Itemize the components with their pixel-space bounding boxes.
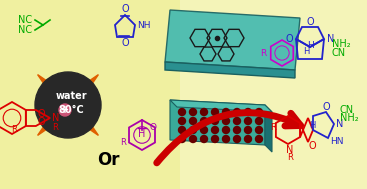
Text: R: R: [287, 153, 293, 163]
Circle shape: [189, 118, 196, 125]
Circle shape: [200, 126, 207, 133]
Circle shape: [233, 108, 240, 115]
Circle shape: [233, 118, 240, 125]
Text: H: H: [309, 122, 315, 130]
Circle shape: [189, 126, 196, 133]
Circle shape: [189, 108, 196, 115]
Text: O: O: [306, 17, 314, 27]
Text: O: O: [308, 141, 316, 151]
Circle shape: [211, 118, 218, 125]
Polygon shape: [165, 10, 300, 70]
Text: CN: CN: [332, 48, 346, 58]
Circle shape: [222, 126, 229, 133]
Text: NC: NC: [18, 25, 32, 35]
Text: NH₂: NH₂: [332, 39, 350, 49]
Circle shape: [255, 108, 262, 115]
Text: water: water: [55, 91, 87, 101]
Polygon shape: [37, 75, 74, 111]
Text: R: R: [260, 49, 266, 57]
Polygon shape: [265, 105, 272, 152]
Text: NH₂: NH₂: [340, 113, 359, 123]
Text: N: N: [336, 119, 344, 129]
Polygon shape: [62, 75, 98, 111]
Text: O: O: [38, 109, 46, 119]
Circle shape: [255, 136, 262, 143]
Circle shape: [211, 126, 218, 133]
Text: +: +: [61, 105, 69, 115]
Circle shape: [200, 136, 207, 143]
Text: R: R: [120, 138, 126, 147]
Text: O: O: [150, 123, 157, 132]
Text: O: O: [286, 34, 293, 44]
Circle shape: [244, 108, 251, 115]
Circle shape: [222, 136, 229, 143]
Circle shape: [244, 118, 251, 125]
Circle shape: [200, 118, 207, 125]
Polygon shape: [62, 99, 98, 135]
Circle shape: [178, 108, 185, 115]
Circle shape: [35, 72, 101, 138]
Circle shape: [244, 136, 251, 143]
Text: CN: CN: [340, 105, 354, 115]
Polygon shape: [165, 62, 295, 78]
Polygon shape: [170, 100, 272, 112]
Circle shape: [178, 126, 185, 133]
Text: N: N: [286, 145, 294, 155]
Text: O: O: [322, 102, 330, 112]
Circle shape: [255, 126, 262, 133]
Text: R: R: [52, 122, 58, 132]
Text: Or: Or: [97, 151, 119, 169]
Text: NC: NC: [18, 15, 32, 25]
Circle shape: [178, 136, 185, 143]
Text: H: H: [306, 40, 313, 50]
Text: R: R: [270, 123, 276, 132]
Text: N: N: [327, 34, 334, 44]
Text: H: H: [303, 47, 309, 57]
Circle shape: [222, 118, 229, 125]
Circle shape: [211, 108, 218, 115]
Circle shape: [200, 108, 207, 115]
FancyArrowPatch shape: [157, 113, 301, 163]
Polygon shape: [170, 100, 265, 145]
Circle shape: [233, 136, 240, 143]
Circle shape: [244, 126, 251, 133]
Circle shape: [178, 118, 185, 125]
Circle shape: [255, 118, 262, 125]
Circle shape: [59, 104, 71, 116]
Text: O: O: [121, 4, 129, 14]
Polygon shape: [37, 99, 74, 135]
Circle shape: [211, 136, 218, 143]
Circle shape: [233, 126, 240, 133]
Text: N: N: [52, 113, 59, 123]
Text: O: O: [38, 117, 46, 127]
Circle shape: [189, 136, 196, 143]
Text: R: R: [11, 125, 17, 135]
Text: NH: NH: [137, 20, 150, 29]
Circle shape: [222, 108, 229, 115]
Text: O: O: [121, 38, 129, 48]
Text: H: H: [138, 129, 146, 139]
FancyBboxPatch shape: [180, 0, 367, 189]
Text: HN: HN: [330, 138, 344, 146]
Text: 80°C: 80°C: [58, 105, 84, 115]
